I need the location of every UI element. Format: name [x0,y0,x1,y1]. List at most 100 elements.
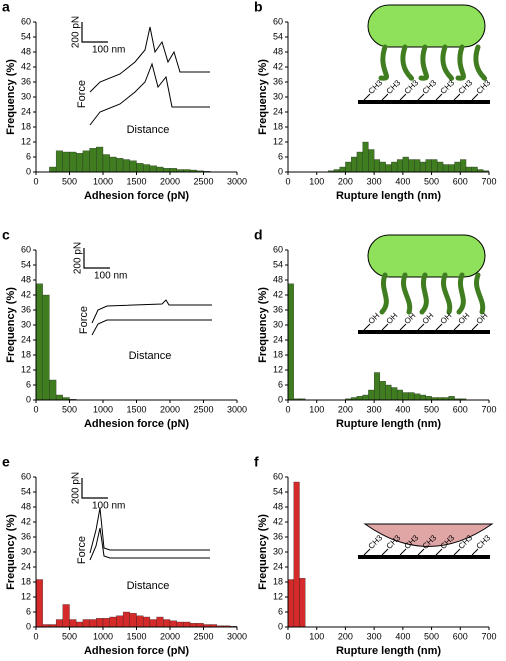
y-tick-label: 54 [273,31,283,41]
bar [385,164,392,173]
y-tick-label: 0 [278,621,283,631]
panel-letter: a [2,0,10,15]
bar [299,578,306,628]
bar [402,392,409,401]
x-tick-label: 700 [481,176,496,186]
appendage [379,272,389,315]
surface-bond [363,323,371,331]
bar [437,161,444,173]
bar [35,283,43,401]
bar [143,164,151,173]
y-tick-label: 60 [273,471,283,481]
bar [49,166,57,173]
x-tick-label: 300 [367,631,382,641]
y-tick-label: 60 [21,244,31,254]
x-tick-label: 3000 [227,631,247,641]
force-curve [89,507,210,554]
bar [448,396,455,401]
y-axis-label: Frequency (%) [5,287,17,363]
y-tick-label: 0 [26,394,31,404]
bar [408,159,415,173]
y-tick-label: 60 [273,16,283,26]
surface-bond [453,548,461,556]
bar [76,621,84,628]
x-axis-label: Adhesion force (pN) [84,418,189,430]
bar [96,618,104,628]
x-axis-label: Rupture length (nm) [336,190,441,202]
bar [69,619,77,628]
y-tick-label: 54 [21,31,31,41]
bar [391,161,398,173]
bar [89,619,97,628]
x-axis-label: Adhesion force (pN) [84,190,189,202]
surface-bond [417,93,425,101]
appendage [418,44,429,81]
x-tick-label: 1000 [93,631,113,641]
y-tick-label: 6 [26,379,31,389]
distance-label: Distance [127,580,170,592]
surface-bond [381,323,389,331]
bar [385,384,392,401]
y-axis-label: Frequency (%) [5,514,17,590]
y-tick-label: 6 [278,379,283,389]
y-tick-label: 48 [21,46,31,56]
bar [96,146,104,173]
y-tick-label: 12 [273,364,283,374]
y-tick-label: 36 [21,304,31,314]
x-tick-label: 2500 [193,631,213,641]
force-label: Force [76,536,88,564]
x-tick-label: 0 [33,631,38,641]
x-axis-label: Rupture length (nm) [336,645,441,657]
surface-bond [417,323,425,331]
bar [339,166,346,173]
surface-bond [399,548,407,556]
x-tick-label: 2500 [193,176,213,186]
y-axis-label: Frequency (%) [5,59,17,135]
y-tick-label: 54 [273,259,283,269]
bar [169,168,177,173]
bar [156,166,164,173]
y-axis-label: Frequency (%) [257,59,269,135]
bar [414,393,421,401]
panel-letter: e [2,454,10,470]
surface-bond [417,548,425,556]
bar [373,372,381,401]
bar [55,394,63,401]
bar [419,161,426,173]
y-tick-label: 12 [273,136,283,146]
x-tick-label: 1000 [93,176,113,186]
bar [49,379,57,401]
surface-bond [471,323,479,331]
x-tick-label: 400 [395,631,410,641]
scale-bar [81,22,108,43]
cell-body [367,4,486,48]
surface-group: CH3 [439,78,457,96]
x-tick-label: 500 [62,176,77,186]
y-tick-label: 6 [26,151,31,161]
bar [189,623,197,628]
x-tick-label: 500 [424,176,439,186]
scale-y-label: 200 pN [71,472,82,504]
bar [109,616,117,628]
y-tick-label: 36 [273,304,283,314]
x-tick-label: 500 [62,631,77,641]
panel-letter: f [254,454,259,470]
surface-cartoon: OH OH OH OH OH OH OH [358,234,490,334]
surface-bond [453,93,461,101]
bar [143,616,151,628]
bar [109,156,117,173]
y-tick-label: 0 [278,166,283,176]
y-tick-label: 24 [273,334,283,344]
x-tick-label: 0 [33,404,38,414]
y-tick-label: 30 [21,319,31,329]
surface [358,100,490,104]
distance-label: Distance [129,350,172,362]
appendage [474,272,486,315]
y-tick-label: 36 [21,531,31,541]
force-curve [89,62,210,126]
bar [379,381,386,401]
bar [136,615,144,628]
y-tick-label: 42 [21,61,31,71]
bar [425,396,432,401]
bar [356,396,363,401]
